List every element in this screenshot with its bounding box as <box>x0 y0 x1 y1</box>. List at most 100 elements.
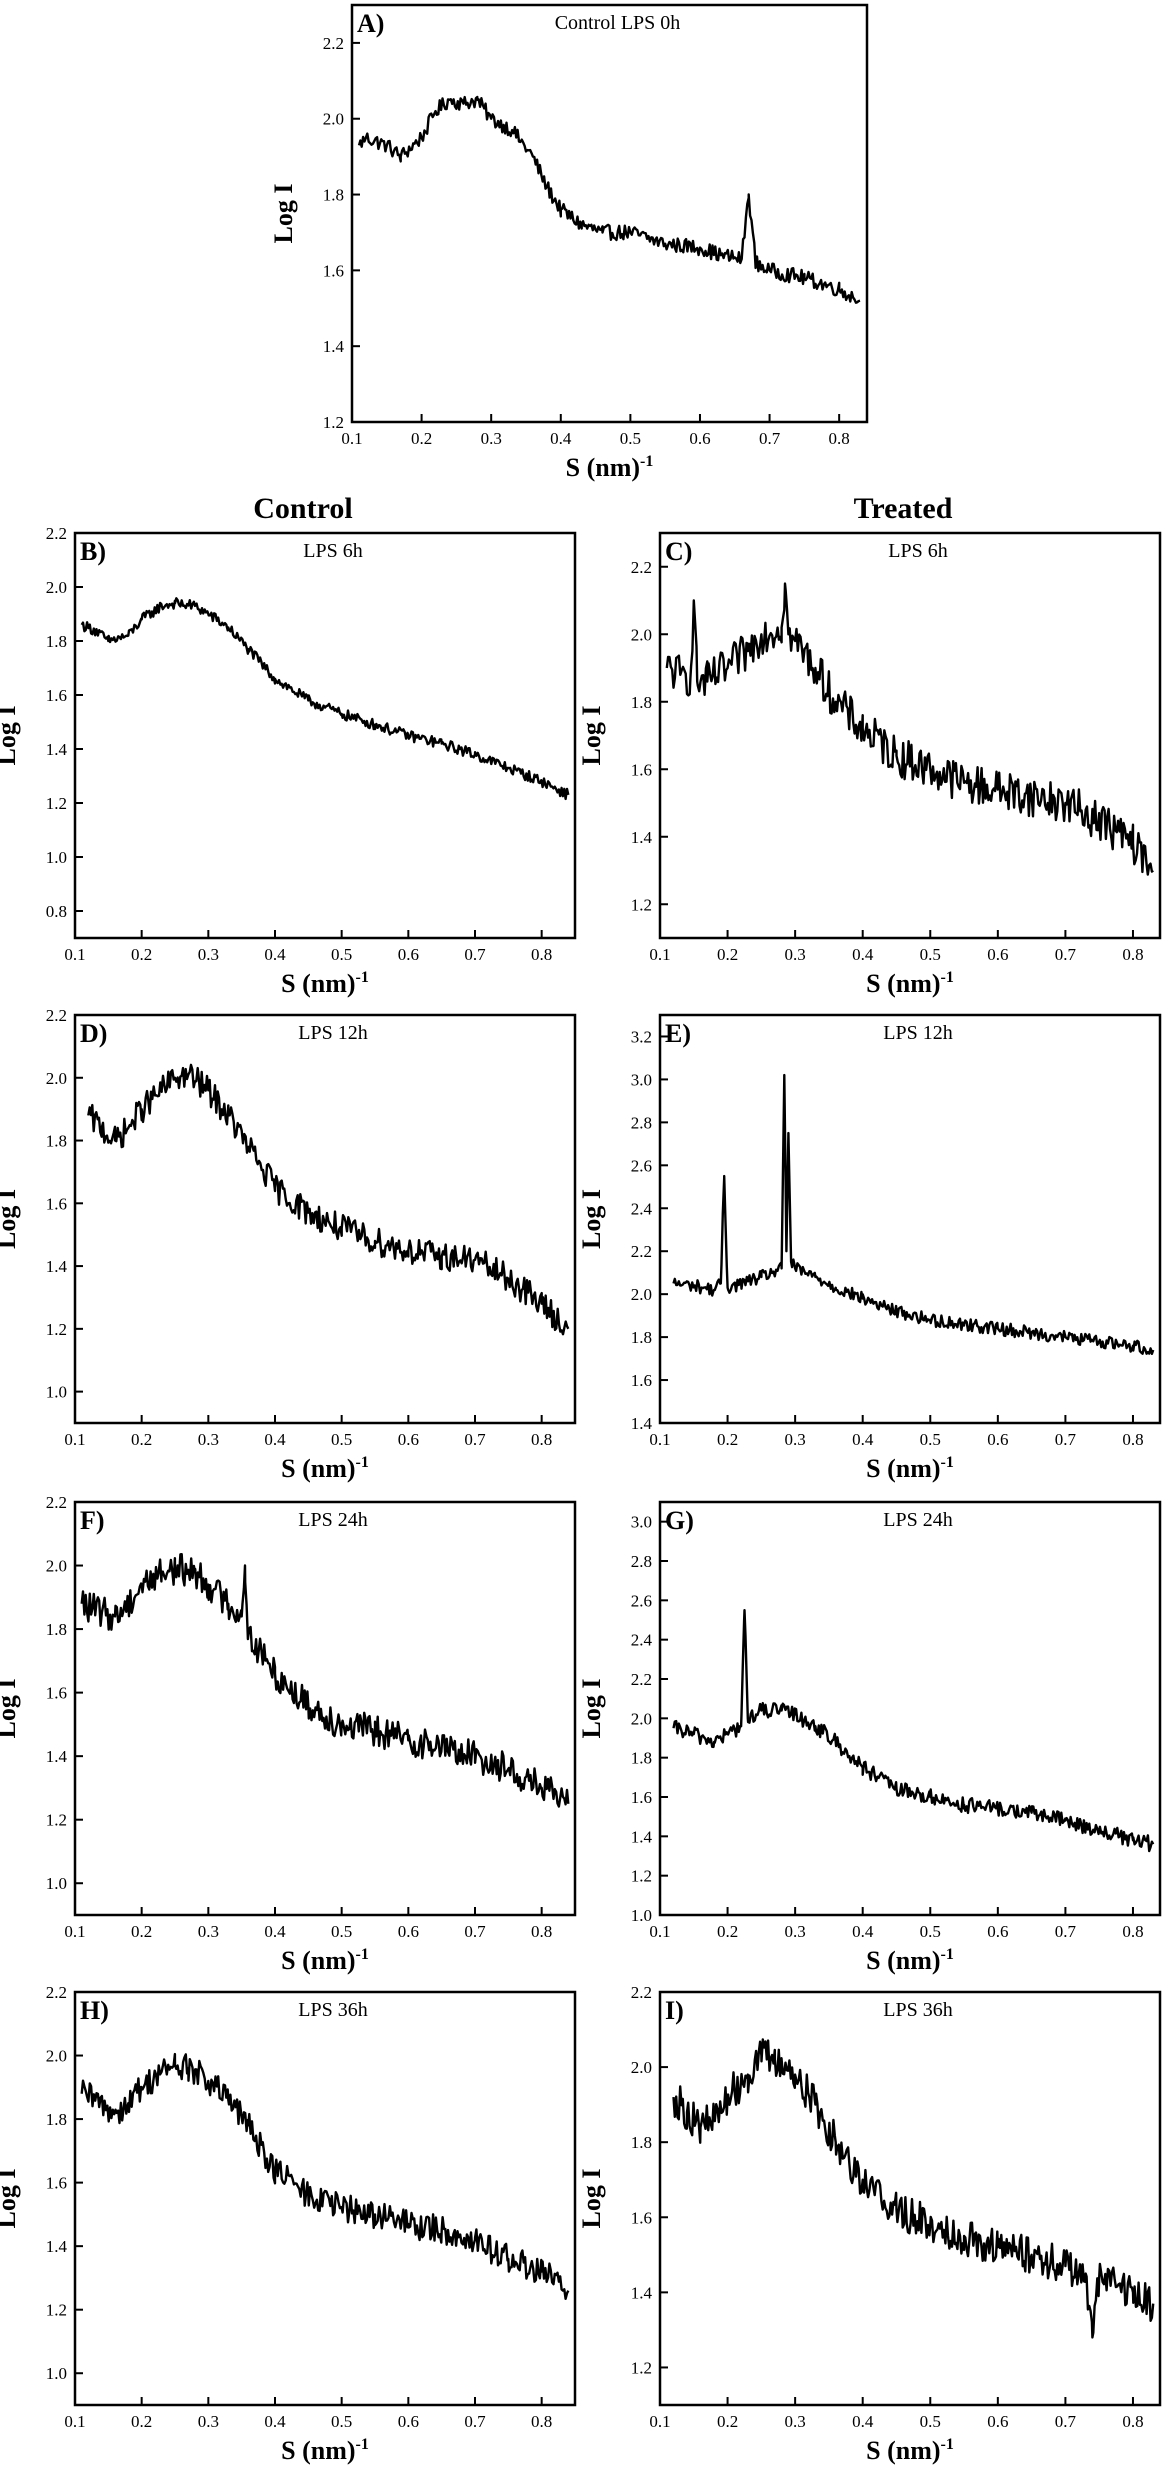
plot-frame <box>658 1990 1162 2407</box>
x-tick-label: 0.2 <box>717 945 738 964</box>
x-tick-label: 0.5 <box>920 945 941 964</box>
x-axis-label: S (nm)-1 <box>866 969 954 998</box>
plot-frame <box>658 1500 1162 1917</box>
x-tick-label: 0.2 <box>717 2412 738 2431</box>
series-line <box>665 582 1154 876</box>
plot-frame <box>658 1013 1162 1425</box>
y-tick-label: 1.2 <box>631 1867 652 1886</box>
x-tick-label: 0.6 <box>398 2412 419 2431</box>
y-tick-label: 1.8 <box>631 693 652 712</box>
panel-e: 0.1 0.2 0.3 0.4 0.5 0.6 0.7 0.8 1.4 1.6 1.8 2.0 2.2 2… <box>577 1013 1162 1483</box>
panel-label: D) <box>80 1019 107 1048</box>
x-tick-label: 0.6 <box>987 1922 1008 1941</box>
x-tick-label: 0.1 <box>649 945 670 964</box>
y-tick-label: 2.6 <box>631 1156 652 1175</box>
series-line <box>80 2052 570 2301</box>
panel-title: LPS 12h <box>298 1022 367 1044</box>
y-tick-label: 2.6 <box>631 1591 652 1610</box>
x-tick-label: 0.6 <box>398 945 419 964</box>
series-line <box>672 2038 1155 2339</box>
y-tick-label: 2.0 <box>631 2058 652 2077</box>
y-tick-label: 2.2 <box>631 1242 652 1261</box>
x-tick-label: 0.3 <box>198 1430 219 1449</box>
y-tick-label: 3.2 <box>631 1027 652 1046</box>
y-tick-label: 1.0 <box>631 1906 652 1925</box>
x-tick-label: 0.3 <box>785 945 806 964</box>
x-axis-label: S (nm)-1 <box>866 1946 954 1975</box>
y-tick-label: 1.6 <box>46 1194 67 1213</box>
y-axis-label: Log I <box>269 184 298 244</box>
y-tick-label: 2.8 <box>631 1552 652 1571</box>
panel-title: LPS 36h <box>298 1999 367 2021</box>
y-tick-label: 1.6 <box>46 1684 67 1703</box>
x-tick-label: 0.2 <box>717 1922 738 1941</box>
panel-h: 0.1 0.2 0.3 0.4 0.5 0.6 0.7 0.8 1.0 1.2 1.4 1.6 1.8 2… <box>0 1983 577 2465</box>
y-tick-label: 2.2 <box>323 34 344 53</box>
plot-frame <box>73 531 577 940</box>
panel-c: 0.1 0.2 0.3 0.4 0.5 0.6 0.7 0.8 1.2 1.4 1.6 1.8 2.0 2… <box>577 531 1162 998</box>
y-tick-label: 2.2 <box>631 1670 652 1689</box>
x-tick-label: 0.1 <box>64 2412 85 2431</box>
y-tick-label: 1.4 <box>631 1414 653 1433</box>
x-tick-label: 0.2 <box>411 429 432 448</box>
y-axis-label: Log I <box>577 706 606 766</box>
x-tick-label: 0.4 <box>550 429 572 448</box>
series-line <box>87 1063 570 1336</box>
x-tick-label: 0.3 <box>198 2412 219 2431</box>
x-tick-label: 0.1 <box>649 2412 670 2431</box>
x-axis-label: S (nm)-1 <box>866 1454 954 1483</box>
x-tick-label: 0.7 <box>1055 1430 1077 1449</box>
panel-title: LPS 36h <box>883 1999 952 2021</box>
y-axis-label: Log I <box>577 2169 606 2229</box>
x-tick-label: 0.1 <box>649 1922 670 1941</box>
y-tick-label: 1.4 <box>46 740 68 759</box>
x-tick-label: 0.3 <box>785 2412 806 2431</box>
y-tick-label: 1.2 <box>46 794 67 813</box>
panel-label: E) <box>665 1019 691 1048</box>
series-line <box>672 1073 1155 1356</box>
y-axis-label: Log I <box>0 1189 21 1249</box>
y-tick-label: 1.4 <box>46 1257 68 1276</box>
panel-label: H) <box>80 1996 109 2025</box>
x-tick-label: 0.8 <box>1122 945 1143 964</box>
y-axis-label: Log I <box>0 1679 21 1739</box>
panel-label: F) <box>80 1506 105 1535</box>
x-axis-label: S (nm)-1 <box>281 2436 369 2465</box>
panel-title: LPS 6h <box>303 540 362 562</box>
y-tick-label: 2.2 <box>46 524 67 543</box>
y-tick-label: 1.6 <box>631 1371 652 1390</box>
x-tick-label: 0.5 <box>920 1922 941 1941</box>
y-tick-label: 2.0 <box>323 110 344 129</box>
y-tick-label: 1.6 <box>46 686 67 705</box>
y-tick-label: 1.2 <box>46 1811 67 1830</box>
panel-title: Control LPS 0h <box>555 12 681 34</box>
x-axis-label: S (nm)-1 <box>281 969 369 998</box>
x-tick-label: 0.8 <box>531 2412 552 2431</box>
plot-frame <box>73 1990 577 2407</box>
y-tick-label: 1.4 <box>631 828 653 847</box>
y-tick-label: 3.0 <box>631 1070 652 1089</box>
plot-frame <box>73 1013 577 1425</box>
y-tick-label: 2.0 <box>631 1285 652 1304</box>
x-tick-label: 0.2 <box>131 1430 152 1449</box>
y-tick-label: 2.2 <box>46 1983 67 2002</box>
x-tick-label: 0.2 <box>131 2412 152 2431</box>
y-tick-label: 1.0 <box>46 1383 67 1402</box>
x-tick-label: 0.2 <box>131 945 152 964</box>
x-tick-label: 0.8 <box>1122 1430 1143 1449</box>
x-tick-label: 0.4 <box>852 945 874 964</box>
x-tick-label: 0.8 <box>531 1922 552 1941</box>
y-tick-label: 1.0 <box>46 1874 67 1893</box>
y-tick-label: 2.0 <box>631 1709 652 1728</box>
series-line <box>672 1608 1155 1853</box>
x-tick-label: 0.4 <box>264 2412 286 2431</box>
panel-b: 0.1 0.2 0.3 0.4 0.5 0.6 0.7 0.8 0.8 1.0 1.2 1.4 1.6 1… <box>0 524 577 998</box>
y-axis-label: Log I <box>577 1189 606 1249</box>
x-tick-label: 0.1 <box>341 429 362 448</box>
x-tick-label: 0.6 <box>987 945 1008 964</box>
y-tick-label: 1.0 <box>46 2364 67 2383</box>
column-header-treated: Treated <box>854 492 953 525</box>
panel-title: LPS 24h <box>298 1509 367 1531</box>
panel-label: I) <box>665 1996 684 2025</box>
